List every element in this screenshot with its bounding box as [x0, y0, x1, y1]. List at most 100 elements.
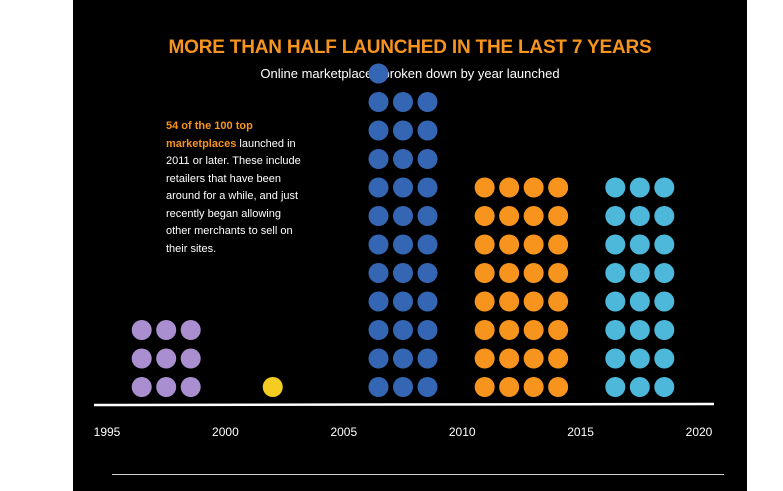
dot-mark — [393, 206, 413, 226]
dot-marks — [131, 63, 675, 397]
dot-mark — [474, 206, 495, 226]
annotation-body: launched in 2011 or later. These include… — [166, 137, 301, 255]
dot-mark — [417, 149, 438, 169]
dot-mark — [499, 234, 520, 255]
dot-group-2010-2015 — [474, 177, 569, 397]
dot-mark — [654, 234, 675, 255]
dot-mark — [654, 177, 675, 198]
dot-mark — [605, 177, 626, 198]
dot-mark — [605, 348, 626, 369]
dot-mark — [548, 177, 569, 198]
x-tick-label: 2020 — [686, 425, 713, 439]
dot-mark — [523, 377, 544, 397]
dot-mark — [605, 234, 626, 255]
dot-mark — [417, 263, 438, 283]
annotation-text: 54 of the 100 top marketplaces launched … — [166, 118, 301, 258]
dot-mark — [605, 377, 626, 397]
dot-mark — [156, 377, 177, 397]
dot-mark — [368, 348, 389, 369]
dot-mark — [393, 149, 413, 169]
dot-mark — [417, 291, 438, 312]
dot-mark — [131, 377, 152, 397]
chart-title: MORE THAN HALF LAUNCHED IN THE LAST 7 YE… — [168, 37, 652, 58]
dot-mark — [180, 377, 201, 397]
dot-mark — [629, 177, 650, 198]
x-axis-ticks: 1995 2000 2005 2010 2015 2020 — [94, 425, 713, 439]
dot-mark — [523, 320, 544, 340]
dot-mark — [654, 377, 675, 397]
dot-mark — [368, 291, 389, 312]
dot-mark — [368, 63, 389, 84]
dot-mark — [474, 177, 495, 198]
dot-mark — [523, 177, 544, 198]
dot-mark — [474, 263, 495, 283]
dot-mark — [180, 348, 201, 369]
dot-mark — [654, 206, 675, 226]
dot-mark — [393, 177, 413, 198]
dot-mark — [548, 263, 569, 283]
dot-mark — [368, 320, 389, 340]
dot-mark — [474, 291, 495, 312]
dot-mark — [393, 320, 413, 340]
dot-mark — [499, 320, 520, 340]
dot-mark — [548, 348, 569, 369]
dot-mark — [548, 377, 569, 397]
dot-mark — [417, 377, 438, 397]
dot-mark — [131, 348, 152, 369]
dot-group-2015-2020 — [605, 177, 675, 397]
dot-mark — [417, 320, 438, 340]
dot-mark — [368, 234, 389, 255]
dot-mark — [548, 234, 569, 255]
dot-mark — [156, 320, 177, 340]
dot-mark — [629, 320, 650, 340]
dot-mark — [393, 92, 413, 112]
dot-mark — [605, 291, 626, 312]
dot-mark — [368, 206, 389, 226]
dot-mark — [629, 377, 650, 397]
dot-mark — [180, 320, 201, 340]
dot-mark — [474, 348, 495, 369]
dot-mark — [523, 234, 544, 255]
dot-mark — [393, 291, 413, 312]
footer-divider — [112, 474, 724, 475]
dot-mark — [654, 291, 675, 312]
dot-mark — [156, 348, 177, 369]
dot-mark — [474, 234, 495, 255]
dot-mark — [629, 234, 650, 255]
x-tick-label: 2000 — [212, 425, 239, 439]
x-axis-line — [93, 402, 715, 407]
dot-mark — [654, 263, 675, 283]
dot-group-2000-2005 — [262, 377, 283, 397]
dot-mark — [548, 206, 569, 226]
chart-subtitle: Online marketplaces broken down by year … — [260, 66, 560, 81]
dot-mark — [654, 348, 675, 369]
dot-mark — [523, 291, 544, 312]
dot-mark — [393, 234, 413, 255]
dot-mark — [499, 206, 520, 226]
dot-mark — [393, 120, 413, 141]
dot-mark — [368, 92, 389, 112]
dot-mark — [368, 263, 389, 283]
dot-mark — [417, 177, 438, 198]
dot-mark — [393, 263, 413, 283]
dot-mark — [605, 320, 626, 340]
dot-mark — [417, 348, 438, 369]
x-tick-label: 2015 — [567, 425, 594, 439]
dot-mark — [629, 291, 650, 312]
dot-mark — [499, 291, 520, 312]
dot-mark — [474, 320, 495, 340]
annotation-highlight: 54 of the 100 top marketplaces — [166, 120, 253, 150]
dot-mark — [368, 177, 389, 198]
dot-mark — [499, 177, 520, 198]
dot-mark — [654, 320, 675, 340]
dot-mark — [523, 206, 544, 226]
dot-mark — [417, 92, 438, 112]
dot-mark — [393, 348, 413, 369]
dot-mark — [499, 348, 520, 369]
dot-mark — [417, 234, 438, 255]
dot-mark — [548, 320, 569, 340]
x-tick-label: 2010 — [449, 425, 476, 439]
x-tick-label: 2005 — [330, 425, 357, 439]
dot-mark — [629, 348, 650, 369]
dot-mark — [417, 120, 438, 141]
